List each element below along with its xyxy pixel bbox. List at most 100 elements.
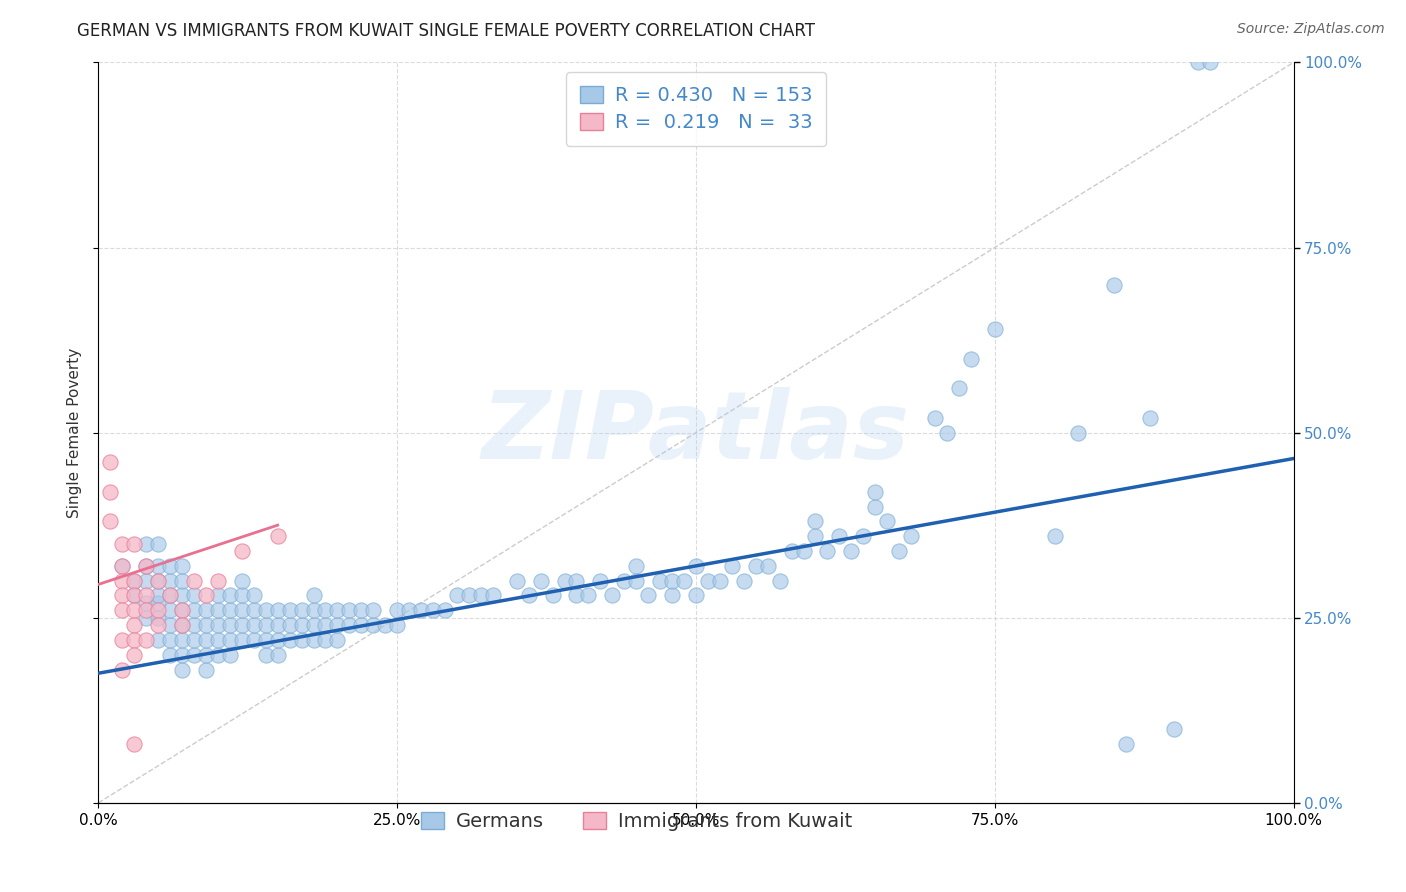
Point [613, 574, 636, 588]
Point [254, 648, 277, 662]
Point [172, 589, 194, 603]
Point [219, 603, 242, 617]
Text: Source: ZipAtlas.com: Source: ZipAtlas.com [1237, 22, 1385, 37]
Legend: Germans, Immigrants from Kuwait: Germans, Immigrants from Kuwait [406, 798, 866, 845]
Point [267, 603, 290, 617]
Point [219, 648, 242, 662]
Point [602, 589, 624, 603]
Point [135, 603, 157, 617]
Point [804, 515, 827, 529]
Point [111, 632, 134, 647]
Point [124, 589, 146, 603]
Point [172, 603, 194, 617]
Point [98, 484, 122, 499]
Point [231, 632, 253, 647]
Point [231, 589, 253, 603]
Point [1187, 55, 1209, 70]
Point [148, 632, 170, 647]
Point [589, 574, 612, 588]
Point [936, 425, 959, 440]
Point [207, 589, 229, 603]
Point [111, 589, 134, 603]
Point [434, 603, 457, 617]
Point [315, 603, 337, 617]
Point [554, 574, 576, 588]
Point [111, 574, 134, 588]
Point [159, 603, 181, 617]
Point [243, 618, 266, 632]
Point [135, 596, 157, 610]
Point [326, 603, 349, 617]
Point [1067, 425, 1090, 440]
Point [219, 632, 242, 647]
Point [135, 558, 157, 573]
Point [148, 574, 170, 588]
Point [385, 603, 409, 617]
Point [148, 618, 170, 632]
Point [267, 529, 290, 543]
Point [219, 589, 242, 603]
Point [195, 648, 218, 662]
Text: GERMAN VS IMMIGRANTS FROM KUWAIT SINGLE FEMALE POVERTY CORRELATION CHART: GERMAN VS IMMIGRANTS FROM KUWAIT SINGLE … [77, 22, 815, 40]
Point [267, 618, 290, 632]
Point [195, 603, 218, 617]
Point [924, 410, 946, 425]
Point [183, 589, 205, 603]
Point [841, 544, 863, 558]
Point [458, 589, 481, 603]
Point [111, 536, 134, 550]
Point [207, 603, 229, 617]
Point [446, 589, 468, 603]
Point [243, 589, 266, 603]
Point [374, 618, 396, 632]
Point [278, 632, 301, 647]
Point [135, 632, 157, 647]
Point [135, 536, 157, 550]
Point [780, 544, 803, 558]
Point [648, 574, 672, 588]
Point [1163, 722, 1185, 736]
Point [828, 529, 851, 543]
Point [350, 603, 373, 617]
Point [267, 632, 290, 647]
Point [135, 574, 157, 588]
Point [673, 574, 696, 588]
Point [159, 589, 181, 603]
Point [172, 632, 194, 647]
Point [363, 618, 385, 632]
Point [231, 603, 253, 617]
Point [506, 574, 529, 588]
Point [685, 589, 707, 603]
Point [183, 574, 205, 588]
Point [302, 618, 325, 632]
Point [267, 648, 290, 662]
Point [124, 737, 146, 751]
Point [889, 544, 911, 558]
Point [756, 558, 779, 573]
Point [278, 603, 301, 617]
Text: ZIPatlas: ZIPatlas [482, 386, 910, 479]
Point [865, 484, 887, 499]
Point [159, 632, 181, 647]
Point [626, 558, 648, 573]
Point [135, 558, 157, 573]
Point [172, 618, 194, 632]
Point [326, 632, 349, 647]
Point [1139, 410, 1161, 425]
Point [541, 589, 564, 603]
Point [302, 589, 325, 603]
Point [159, 574, 181, 588]
Point [291, 632, 314, 647]
Point [195, 663, 218, 677]
Point [111, 558, 134, 573]
Point [183, 648, 205, 662]
Point [243, 603, 266, 617]
Point [793, 544, 815, 558]
Point [626, 574, 648, 588]
Point [124, 618, 146, 632]
Point [111, 603, 134, 617]
Point [637, 589, 659, 603]
Point [291, 618, 314, 632]
Point [315, 618, 337, 632]
Point [385, 618, 409, 632]
